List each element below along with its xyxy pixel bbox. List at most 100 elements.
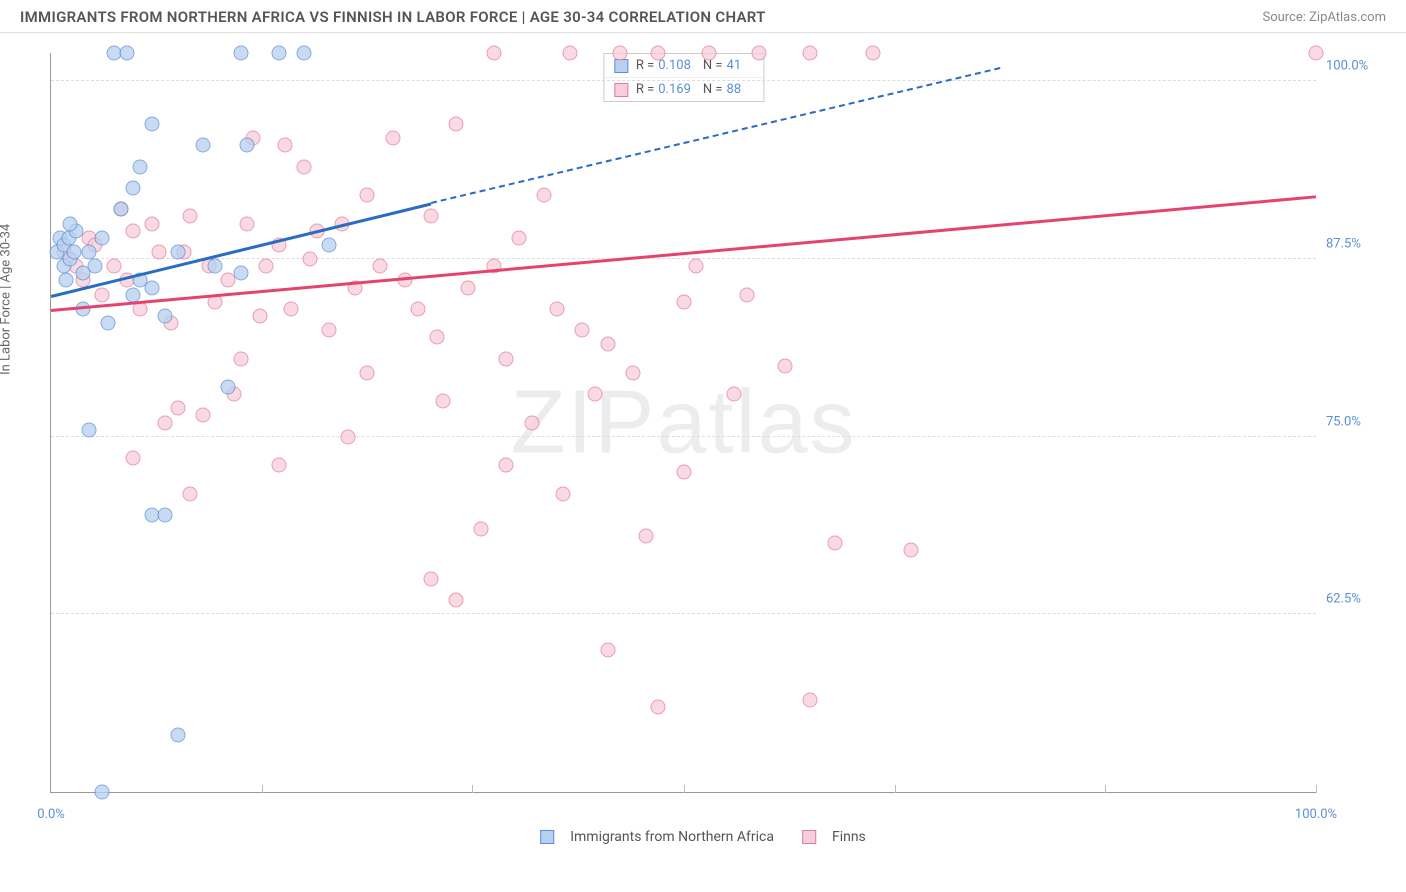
- scatter-point-northern-africa: [94, 785, 109, 800]
- scatter-point-finns: [739, 287, 754, 302]
- swatch-series-b: [614, 83, 628, 97]
- y-tick-label: 62.5%: [1326, 592, 1386, 607]
- legend-row-series-b: R = 0.169 N = 88: [604, 78, 763, 101]
- scatter-point-finns: [341, 429, 356, 444]
- scatter-point-finns: [107, 259, 122, 274]
- r-value-a: 0.108: [658, 58, 691, 73]
- scatter-point-finns: [689, 259, 704, 274]
- scatter-point-northern-africa: [221, 379, 236, 394]
- scatter-point-finns: [625, 365, 640, 380]
- scatter-point-northern-africa: [145, 117, 160, 132]
- scatter-point-finns: [803, 692, 818, 707]
- swatch-series-a: [614, 59, 628, 73]
- scatter-point-finns: [600, 642, 615, 657]
- chart-title: IMMIGRANTS FROM NORTHERN AFRICA VS FINNI…: [20, 8, 766, 26]
- x-tick-label: 0.0%: [37, 807, 65, 822]
- scatter-point-finns: [151, 244, 166, 259]
- scatter-point-finns: [575, 323, 590, 338]
- scatter-point-northern-africa: [88, 259, 103, 274]
- x-tick: [895, 785, 896, 793]
- scatter-point-northern-africa: [126, 287, 141, 302]
- scatter-point-finns: [240, 216, 255, 231]
- series-legend: Immigrants from Northern Africa Finns: [540, 829, 866, 845]
- scatter-point-northern-africa: [100, 316, 115, 331]
- scatter-point-finns: [600, 337, 615, 352]
- watermark: ZIPatlas: [510, 371, 856, 474]
- scatter-point-northern-africa: [157, 507, 172, 522]
- scatter-point-finns: [157, 415, 172, 430]
- trendline-northern-africa: [51, 202, 431, 297]
- y-axis-label: In Labor Force | Age 30-34: [0, 224, 14, 375]
- scatter-point-northern-africa: [81, 244, 96, 259]
- scatter-point-finns: [752, 46, 767, 61]
- scatter-point-finns: [145, 216, 160, 231]
- scatter-point-northern-africa: [66, 244, 81, 259]
- scatter-point-finns: [777, 358, 792, 373]
- x-tick: [684, 785, 685, 793]
- scatter-point-finns: [537, 188, 552, 203]
- scatter-point-finns: [638, 529, 653, 544]
- scatter-point-northern-africa: [322, 237, 337, 252]
- scatter-point-finns: [195, 408, 210, 423]
- scatter-point-northern-africa: [170, 244, 185, 259]
- scatter-point-northern-africa: [62, 216, 77, 231]
- scatter-point-finns: [474, 522, 489, 537]
- scatter-point-finns: [448, 117, 463, 132]
- scatter-point-finns: [556, 486, 571, 501]
- scatter-point-finns: [676, 465, 691, 480]
- legend-item-series-b: Finns: [802, 829, 866, 845]
- scatter-point-finns: [252, 308, 267, 323]
- scatter-point-finns: [866, 46, 881, 61]
- scatter-point-finns: [423, 571, 438, 586]
- gridline-h: [51, 613, 1316, 614]
- n-value-a: 41: [727, 58, 742, 73]
- scatter-point-finns: [461, 280, 476, 295]
- y-tick-label: 100.0%: [1326, 59, 1386, 74]
- scatter-point-finns: [360, 188, 375, 203]
- y-tick-label: 87.5%: [1326, 237, 1386, 252]
- scatter-point-northern-africa: [94, 230, 109, 245]
- scatter-point-finns: [284, 301, 299, 316]
- scatter-point-northern-africa: [233, 266, 248, 281]
- scatter-point-northern-africa: [297, 46, 312, 61]
- scatter-point-finns: [423, 209, 438, 224]
- x-tick: [1105, 785, 1106, 793]
- x-tick: [262, 785, 263, 793]
- scatter-point-finns: [385, 131, 400, 146]
- scatter-point-northern-africa: [208, 259, 223, 274]
- scatter-point-finns: [126, 451, 141, 466]
- scatter-point-northern-africa: [119, 46, 134, 61]
- scatter-point-finns: [904, 543, 919, 558]
- scatter-point-finns: [259, 259, 274, 274]
- scatter-point-northern-africa: [132, 159, 147, 174]
- scatter-point-finns: [587, 387, 602, 402]
- gridline-h: [51, 436, 1316, 437]
- scatter-point-finns: [398, 273, 413, 288]
- scatter-point-finns: [524, 415, 539, 430]
- plot-region: ZIPatlas R = 0.108 N = 41 R = 0.169 N = …: [50, 53, 1316, 793]
- source-link[interactable]: ZipAtlas.com: [1309, 10, 1386, 25]
- scatter-point-finns: [803, 46, 818, 61]
- scatter-point-finns: [562, 46, 577, 61]
- scatter-point-finns: [297, 159, 312, 174]
- gridline-h: [51, 258, 1316, 259]
- scatter-point-finns: [499, 351, 514, 366]
- series-b-label: Finns: [832, 829, 866, 845]
- correlation-legend: R = 0.108 N = 41 R = 0.169 N = 88: [603, 53, 764, 102]
- y-tick-label: 75.0%: [1326, 414, 1386, 429]
- scatter-point-finns: [170, 401, 185, 416]
- scatter-point-finns: [303, 252, 318, 267]
- scatter-point-finns: [651, 46, 666, 61]
- scatter-point-finns: [448, 593, 463, 608]
- legend-row-series-a: R = 0.108 N = 41: [604, 54, 763, 78]
- scatter-point-finns: [651, 699, 666, 714]
- scatter-point-northern-africa: [157, 308, 172, 323]
- swatch-series-a-icon: [540, 830, 554, 844]
- x-tick-label: 100.0%: [1295, 807, 1337, 822]
- gridline-h: [51, 80, 1316, 81]
- scatter-point-northern-africa: [145, 280, 160, 295]
- scatter-point-northern-africa: [170, 728, 185, 743]
- scatter-point-finns: [233, 351, 248, 366]
- series-a-label: Immigrants from Northern Africa: [570, 829, 774, 845]
- scatter-point-finns: [278, 138, 293, 153]
